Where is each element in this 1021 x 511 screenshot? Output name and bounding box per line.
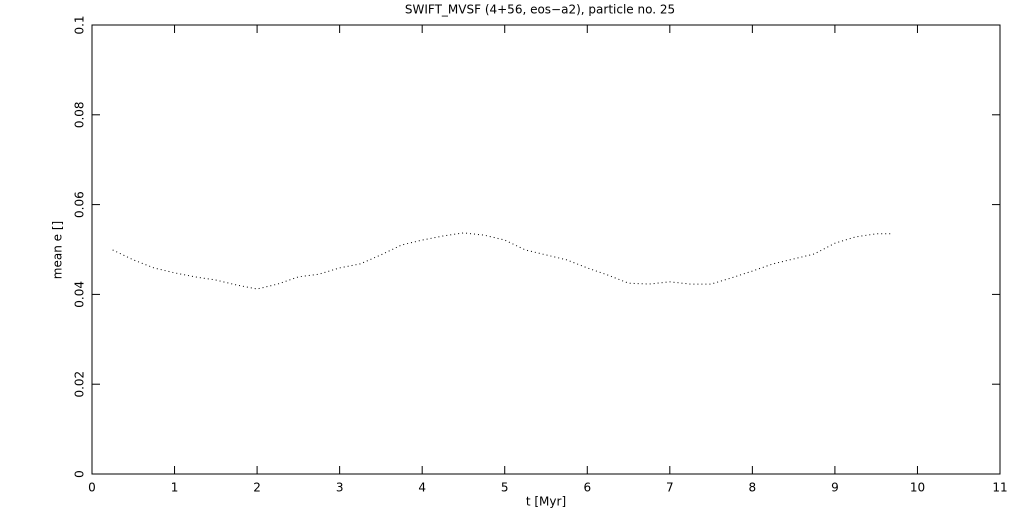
x-tick-label: 11 <box>992 481 1007 495</box>
x-tick-label: 2 <box>253 481 261 495</box>
x-tick-label: 8 <box>749 481 757 495</box>
data-line <box>112 232 893 290</box>
y-tick-label: 0.1 <box>73 15 87 34</box>
y-axis-label: mean e [] <box>51 221 65 279</box>
y-tick-label: 0.06 <box>73 191 87 218</box>
x-tick-label: 5 <box>501 481 509 495</box>
x-tick-label: 0 <box>88 481 96 495</box>
y-tick-label: 0.02 <box>73 371 87 398</box>
y-tick-label: 0.08 <box>73 101 87 128</box>
x-tick-label: 7 <box>666 481 674 495</box>
x-tick-label: 1 <box>171 481 179 495</box>
x-tick-label: 4 <box>418 481 426 495</box>
plot-frame <box>91 24 1001 475</box>
chart-title: SWIFT_MVSF (4+56, eos−a2), particle no. … <box>405 3 675 17</box>
y-tick-label: 0.04 <box>73 281 87 308</box>
x-tick-label: 9 <box>831 481 839 495</box>
x-tick-label: 6 <box>583 481 591 495</box>
x-tick-label: 10 <box>910 481 925 495</box>
x-axis-label: t [Myr] <box>526 495 566 509</box>
x-tick-label: 3 <box>336 481 344 495</box>
y-tick-label: 0 <box>73 470 87 478</box>
